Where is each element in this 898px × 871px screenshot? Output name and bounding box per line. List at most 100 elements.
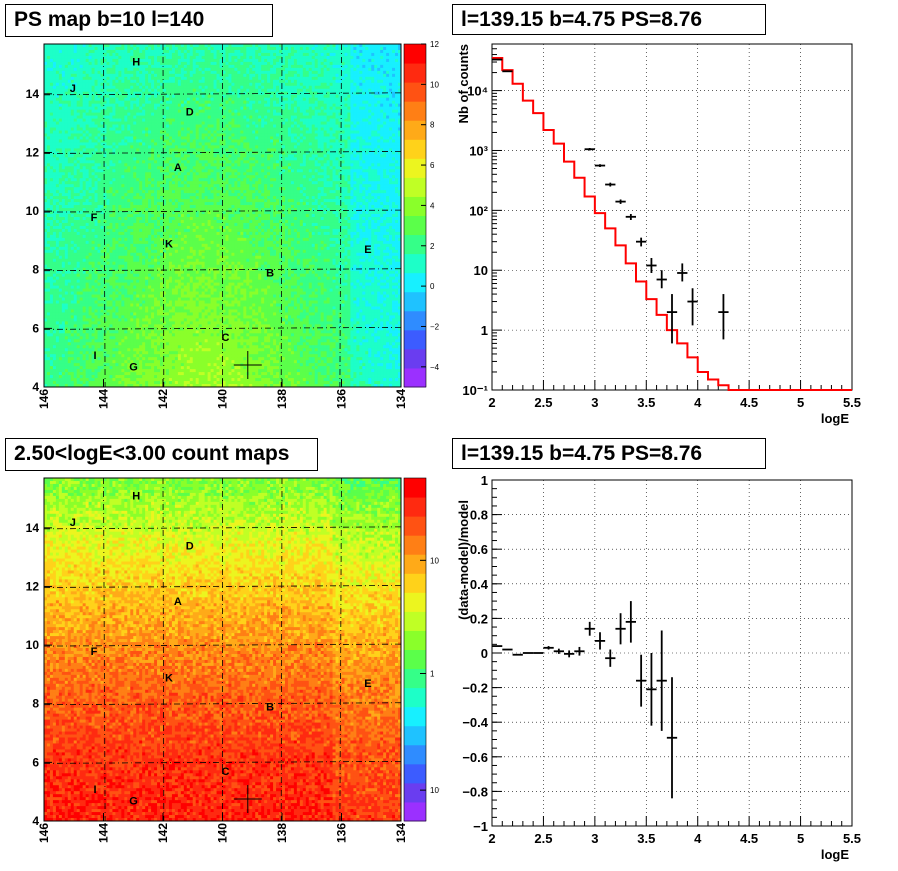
spectrum-title: l=139.15 b=4.75 PS=8.76 bbox=[452, 4, 766, 35]
residual-data-point bbox=[574, 646, 585, 656]
count-map-xtick-label: 140 bbox=[216, 823, 230, 843]
spectrum-data-point bbox=[584, 147, 595, 151]
count-map-grid bbox=[43, 477, 402, 822]
spectrum-xtick-label: 4 bbox=[694, 395, 702, 410]
residual-ytick-label: −0.8 bbox=[462, 784, 488, 799]
spectrum-frame bbox=[491, 43, 853, 391]
residual-ytick-label: −0.4 bbox=[462, 715, 488, 730]
count-map-xtick-label: 142 bbox=[156, 823, 170, 843]
count-map-ytick-label: 12 bbox=[26, 579, 40, 593]
residual-data-point bbox=[584, 621, 595, 636]
ps-map-xtick-label: 142 bbox=[156, 389, 170, 409]
spectrum-panel[interactable]: 2 2.5 3 3.5 4 4.5 5 5.5 10⁻¹ 1 10 10² 10³ 10⁴ logE Nb o… bbox=[449, 40, 898, 435]
spectrum-data-point bbox=[677, 263, 688, 282]
ps-map-xtick-label: 134 bbox=[394, 389, 408, 409]
count-map-title: 2.50<logE<3.00 count maps bbox=[5, 438, 318, 471]
residual-grid bbox=[492, 480, 852, 826]
count-map-source-label-C: C bbox=[221, 766, 229, 778]
residual-ytick-label: −0.2 bbox=[462, 681, 488, 696]
residual-title: l=139.15 b=4.75 PS=8.76 bbox=[452, 438, 766, 469]
count-map-source-label-D: D bbox=[186, 540, 194, 552]
ps-map-source-label-F: F bbox=[91, 212, 98, 224]
spectrum-data-point bbox=[687, 288, 698, 326]
count-map-colorbar-label: 10 bbox=[430, 556, 439, 565]
ps-map-ytick-label: 10 bbox=[26, 204, 40, 218]
residual-ytick-label: 0.4 bbox=[470, 577, 489, 592]
ps-map-colorbar bbox=[404, 44, 426, 388]
ps-map-source-label-J: J bbox=[70, 83, 76, 95]
spectrum-xtick-label: 3.5 bbox=[637, 395, 655, 410]
ps-map-grid bbox=[43, 43, 402, 388]
spectrum-model-line bbox=[492, 57, 852, 391]
ps-map-source-label-A: A bbox=[174, 162, 182, 174]
count-map-source-label-F: F bbox=[91, 646, 98, 658]
ps-map-xtick-label: 140 bbox=[216, 389, 230, 409]
ps-map-colorbar-label: 2 bbox=[430, 242, 435, 251]
residual-panel[interactable]: 2 2.5 3 3.5 4 4.5 5 5.5 1 0.8 0.6 0.4 0.2 0 −0.2 −0.4 −0… bbox=[449, 474, 898, 871]
residual-data-point bbox=[543, 646, 554, 650]
count-map-xtick-label: 146 bbox=[37, 823, 51, 843]
ps-map-ytick-label: 8 bbox=[32, 263, 39, 277]
residual-ytick-label: 0.8 bbox=[470, 508, 488, 523]
count-map-ytick-label: 14 bbox=[26, 521, 40, 535]
residual-data-point bbox=[553, 648, 564, 654]
residual-ytick-label: 0.6 bbox=[470, 542, 488, 557]
spectrum-xtick-label: 3 bbox=[591, 395, 598, 410]
ps-map-source-label-E: E bbox=[364, 244, 371, 256]
spectrum-data-point bbox=[656, 270, 667, 289]
residual-data-point bbox=[625, 601, 636, 643]
spectrum-data-point bbox=[718, 294, 729, 340]
ps-map-colorbar-frame bbox=[403, 43, 427, 388]
ps-map-source-label-I: I bbox=[94, 350, 97, 362]
residual-data-point bbox=[594, 632, 606, 650]
residual-ytick-label: 0 bbox=[481, 646, 488, 661]
ps-map-ytick-label: 12 bbox=[26, 145, 40, 159]
ps-map-xtick-label: 146 bbox=[37, 389, 51, 409]
residual-xtick-label: 2 bbox=[488, 831, 495, 846]
residual-data-point bbox=[564, 650, 575, 658]
ps-map-title: PS map b=10 l=140 bbox=[5, 4, 273, 37]
count-map-panel[interactable]: H J D A F K E B C I G 146 144 142 140 138 136 134 4 6 8 10 12 1… bbox=[0, 474, 440, 869]
count-map-xtick-label: 134 bbox=[394, 823, 408, 843]
spectrum-xtick-label: 4.5 bbox=[740, 395, 758, 410]
spectrum-ylabel: Nb of counts bbox=[456, 44, 471, 123]
residual-ytick-label: −0.6 bbox=[462, 750, 488, 765]
count-map-xtick-label: 144 bbox=[97, 823, 111, 843]
ps-map-source-label-H: H bbox=[132, 57, 140, 69]
residual-ytick-label: 0.2 bbox=[470, 611, 488, 626]
count-map-colorbar-label: 10⁻¹ bbox=[430, 786, 440, 795]
spectrum-data-point bbox=[636, 237, 647, 247]
spectrum-xlabel: logE bbox=[821, 411, 849, 426]
count-map-source-label-J: J bbox=[70, 517, 76, 529]
ps-map-source-label-D: D bbox=[186, 106, 194, 118]
count-map-source-label-H: H bbox=[132, 491, 140, 503]
residual-data-point bbox=[605, 649, 616, 667]
ps-map-colorbar-label: 4 bbox=[430, 201, 435, 210]
residual-ylabel: (data-model)/model bbox=[456, 500, 471, 620]
residual-xtick-label: 3.5 bbox=[637, 831, 655, 846]
residual-data-point bbox=[656, 630, 667, 731]
residual-ytick-label: −1 bbox=[473, 819, 488, 834]
spectrum-data-point bbox=[605, 182, 616, 187]
spectrum-xtick-label: 5 bbox=[797, 395, 804, 410]
residual-data-point bbox=[636, 654, 647, 707]
spectrum-ytick-label: 10⁻¹ bbox=[462, 383, 488, 398]
residual-data-point bbox=[615, 613, 626, 645]
count-map-xtick-label: 138 bbox=[275, 823, 289, 843]
spectrum-xtick-label: 2.5 bbox=[534, 395, 552, 410]
ps-map-colorbar-label: 8 bbox=[430, 121, 435, 130]
residual-xtick-label: 5 bbox=[797, 831, 804, 846]
spectrum-xtick-label: 2 bbox=[488, 395, 495, 410]
ps-map-source-label-B: B bbox=[266, 268, 274, 280]
ps-map-ytick-label: 4 bbox=[32, 380, 39, 394]
residual-data-point bbox=[646, 653, 657, 726]
spectrum-xtick-label: 5.5 bbox=[843, 395, 861, 410]
ps-map-source-label-K: K bbox=[165, 238, 173, 250]
spectrum-data-point bbox=[666, 294, 678, 344]
count-map-colorbar-frame bbox=[403, 477, 427, 822]
spectrum-ytick-label: 10² bbox=[469, 203, 488, 218]
count-map-source-label-G: G bbox=[129, 795, 138, 807]
count-map-source-label-I: I bbox=[94, 784, 97, 796]
ps-map-colorbar-label: 6 bbox=[430, 161, 435, 170]
